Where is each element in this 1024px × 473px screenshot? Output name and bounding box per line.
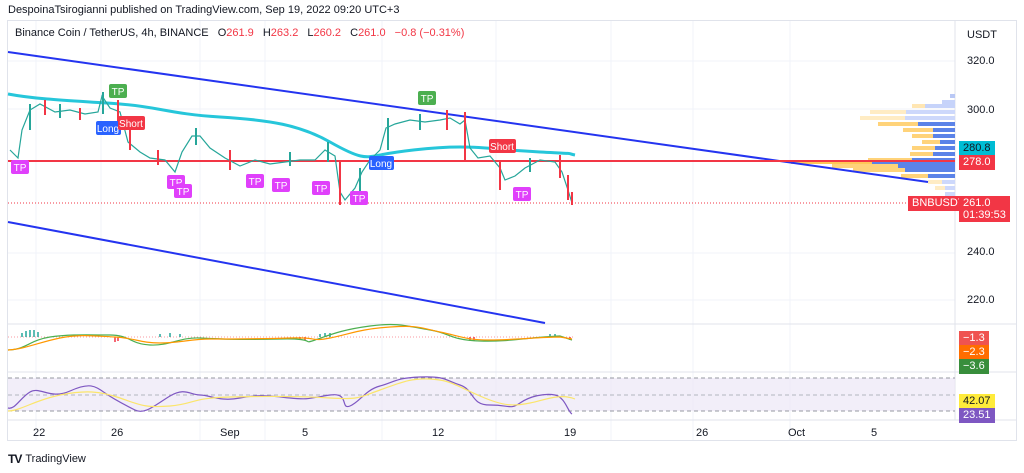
time-tick: 26 [696, 427, 709, 439]
ohlc-low: L260.2 [307, 27, 342, 39]
bar-countdown: 01:39:53 [963, 209, 1006, 221]
support-price-tag: 278.0 [959, 155, 995, 170]
long-marker[interactable]: Long [369, 156, 394, 170]
ohlc-high: H263.2 [262, 27, 299, 39]
ohlc-open: O261.9 [217, 27, 254, 39]
price-change: −0.8 (−0.31%) [394, 27, 465, 39]
ema-price-tag: 280.8 [959, 141, 995, 156]
tp-marker-green[interactable]: TP [109, 84, 127, 98]
svg-text:TP: TP [14, 163, 27, 174]
time-tick: 5 [302, 427, 309, 439]
svg-text:TP: TP [315, 184, 328, 195]
svg-text:Short: Short [490, 142, 514, 153]
time-tick: Sep [220, 427, 240, 439]
rsi-ma-tag: 42.07 [959, 394, 995, 409]
symbol-tag: BNBUSDT [908, 196, 969, 211]
symbol-legend[interactable]: Binance Coin / TetherUS, 4h, BINANCE O26… [15, 27, 464, 39]
svg-text:Long: Long [370, 159, 392, 170]
svg-text:TP: TP [170, 178, 183, 189]
currency-label: USDT [967, 29, 997, 41]
macd-signal-tag: −2.3 [959, 345, 989, 360]
time-tick: 19 [564, 427, 577, 439]
price-tick: 240.0 [967, 246, 995, 258]
svg-text:TP: TP [353, 194, 366, 205]
tp-marker-green[interactable]: TP [418, 91, 436, 105]
macd-pane [7, 323, 575, 351]
grid [8, 21, 955, 440]
time-tick: Oct [788, 427, 806, 439]
publisher-line: DespoinaTsirogianni published on Trading… [8, 4, 400, 16]
ohlc-close: C261.0 [350, 27, 386, 39]
last-price-tag: 261.0 01:39:53 [959, 196, 1010, 222]
price-tick: 320.0 [967, 55, 995, 67]
chart-frame [7, 20, 1017, 441]
svg-text:TP: TP [177, 187, 190, 198]
svg-text:TP: TP [421, 94, 434, 105]
svg-text:TP: TP [249, 177, 262, 188]
long-marker[interactable]: Long [96, 121, 121, 135]
price-tick: 220.0 [967, 294, 995, 306]
last-price: 261.0 [963, 197, 991, 209]
time-tick: 5 [871, 427, 878, 439]
rsi-pane [7, 376, 955, 415]
svg-text:TP: TP [516, 190, 529, 201]
macd-histogram-tag: −1.3 [959, 331, 989, 346]
rsi-tag: 23.51 [959, 408, 995, 423]
tradingview-logo-icon: TV [8, 452, 22, 466]
macd-line-tag: −3.6 [959, 359, 989, 374]
footer: TV TradingView [8, 452, 86, 466]
svg-text:TP: TP [112, 87, 125, 98]
time-tick: 26 [111, 427, 124, 439]
price-tick: 300.0 [967, 104, 995, 116]
time-tick: 12 [432, 427, 445, 439]
candles [29, 92, 573, 205]
symbol-name: Binance Coin / TetherUS, 4h, BINANCE [15, 27, 209, 39]
short-marker[interactable]: Short [489, 139, 516, 153]
short-marker[interactable]: Short [118, 116, 145, 130]
tp-marker-magenta[interactable]: TP TP TP TP TP TP TP TP [11, 160, 531, 205]
time-tick: 22 [33, 427, 46, 439]
ema-line [7, 92, 576, 159]
brand-name: TradingView [25, 453, 86, 465]
svg-text:Long: Long [97, 124, 119, 135]
svg-text:TP: TP [275, 181, 288, 192]
lower-channel-line[interactable] [7, 221, 546, 324]
svg-text:Short: Short [119, 119, 143, 130]
